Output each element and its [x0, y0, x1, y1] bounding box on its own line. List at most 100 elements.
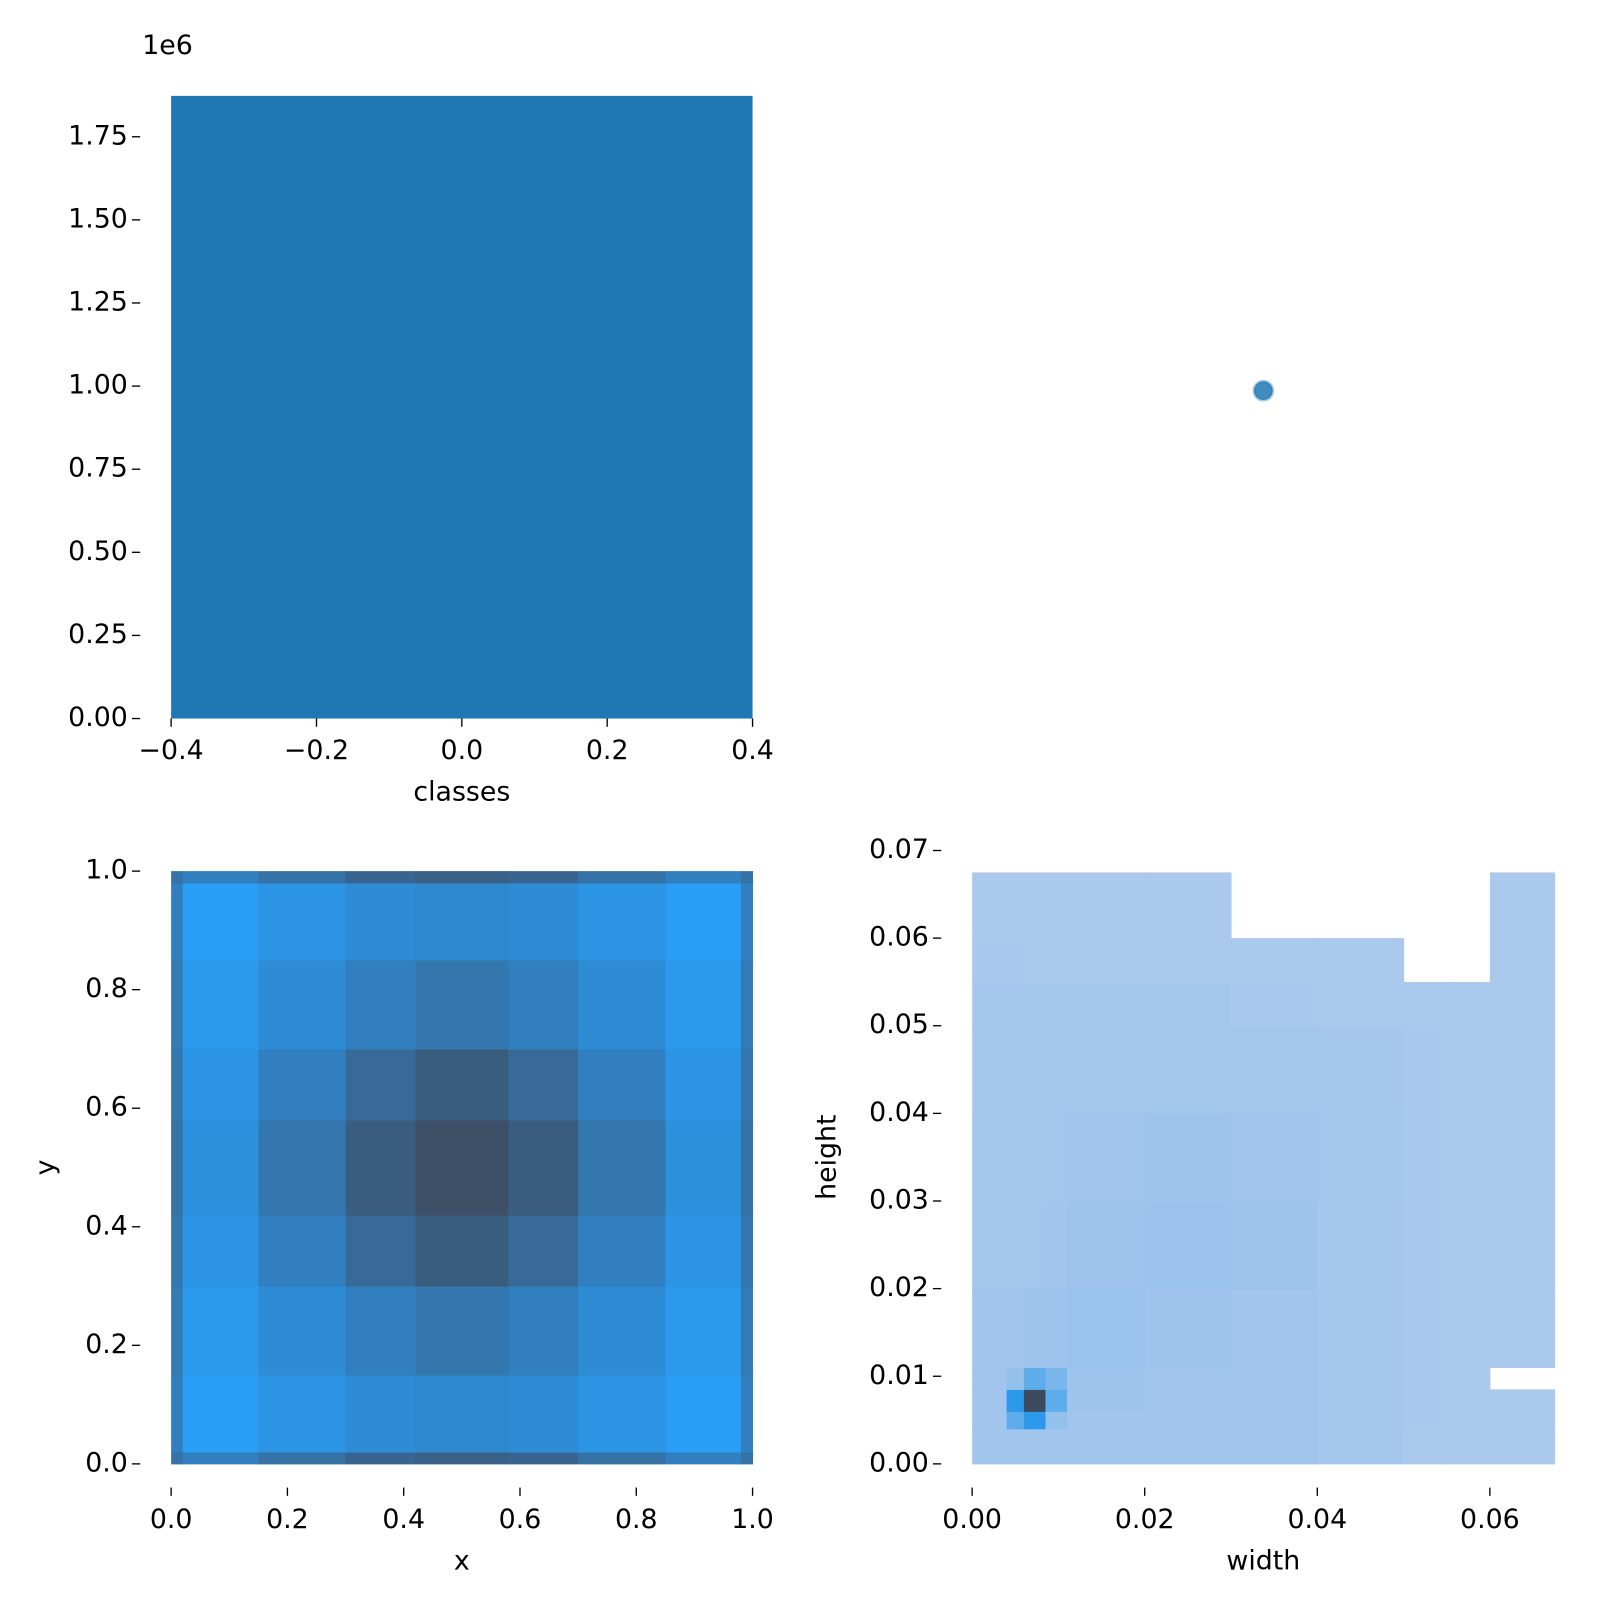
- heatmap-cell: [1144, 1288, 1232, 1369]
- heatmap-cell: [1006, 1200, 1025, 1290]
- heatmap-cell: [1067, 1025, 1146, 1114]
- heatmap-cell: [1006, 872, 1025, 939]
- heatmap-cell: [972, 938, 1008, 983]
- y-tick-label: 0.07: [869, 834, 929, 865]
- y-tick-label: 0.02: [869, 1272, 929, 1303]
- heatmap-cell: [665, 1452, 742, 1465]
- heatmap-cell: [665, 960, 742, 1050]
- heatmap-cell: [1023, 1367, 1047, 1390]
- heatmap-cell: [665, 1374, 742, 1453]
- heatmap-cell: [345, 1452, 416, 1465]
- heatmap-cell: [415, 871, 509, 884]
- heatmap-cell: [972, 1411, 1008, 1430]
- heatmap-cell: [1067, 1288, 1146, 1369]
- heatmap-cell: [508, 882, 579, 961]
- x-tick-label: 0.2: [586, 735, 629, 766]
- heatmap-cell: [415, 1374, 509, 1453]
- x-tick-label: −0.4: [139, 735, 204, 766]
- heatmap-cell: [740, 960, 754, 1050]
- heatmap-cell: [1403, 1389, 1448, 1412]
- heatmap-cell: [1489, 872, 1556, 939]
- heatmap-cell: [1006, 1288, 1025, 1369]
- heatmap-cell: [345, 871, 416, 884]
- heatmap-cell: [740, 1214, 754, 1287]
- heatmap-cell: [171, 1214, 184, 1287]
- heatmap-cell: [1317, 1025, 1405, 1114]
- heatmap-cell: [1006, 1367, 1025, 1390]
- heatmap-cell: [182, 882, 259, 961]
- y-axis-label: height: [811, 1114, 842, 1199]
- heatmap-cell: [1489, 1113, 1556, 1202]
- heatmap-cell: [578, 1374, 666, 1453]
- y-tick-label: 0.6: [85, 1092, 128, 1123]
- heatmap-cell: [1446, 1428, 1491, 1465]
- heatmap-cell: [1317, 1411, 1405, 1430]
- heatmap-cell: [1023, 938, 1047, 983]
- heatmap-cell: [1144, 1025, 1232, 1114]
- heatmap-cell: [740, 1374, 754, 1453]
- heatmap-cell: [1404, 938, 1448, 982]
- heatmap-cell: [1006, 1389, 1025, 1412]
- heatmap-cell: [1144, 1411, 1232, 1430]
- heatmap-cell: [972, 1288, 1008, 1369]
- heatmap-cell: [1231, 1025, 1318, 1114]
- heatmap-cell: [1317, 1367, 1405, 1390]
- heatmap-cell: [345, 882, 416, 961]
- heatmap-cell: [182, 1214, 259, 1287]
- heatmap-cell: [1231, 1113, 1318, 1202]
- heatmap-cell: [578, 960, 666, 1050]
- heatmap-cell: [508, 1374, 579, 1453]
- x-tick-label: 0.00: [942, 1504, 1002, 1535]
- heatmap-cell: [182, 1048, 259, 1121]
- heatmap-cell: [1006, 981, 1025, 1027]
- x-tick-label: 0.8: [615, 1504, 658, 1535]
- y-tick-label: 0.50: [68, 536, 128, 567]
- heatmap-cell: [972, 1025, 1008, 1114]
- heatmap-cell: [1023, 1025, 1047, 1114]
- heatmap-cell: [1317, 981, 1405, 1027]
- heatmap-cell: [1144, 872, 1232, 939]
- heatmap-cell: [1067, 1113, 1146, 1202]
- heatmap-cell: [1023, 1428, 1047, 1465]
- heatmap-cell: [345, 1374, 416, 1453]
- y-tick-label: 0.00: [68, 702, 128, 733]
- heatmap-cell: [171, 1286, 184, 1376]
- x-tick-label: 0.4: [382, 1504, 425, 1535]
- heatmap-cell: [508, 871, 579, 884]
- heatmap-cell: [578, 882, 666, 961]
- heatmap-cell: [345, 1214, 416, 1287]
- x-tick-label: 0.06: [1460, 1504, 1520, 1535]
- heatmap-cell: [1067, 1367, 1146, 1390]
- heatmap-cell: [578, 1452, 666, 1465]
- heatmap-cell: [345, 960, 416, 1050]
- heatmap-cell: [171, 1452, 184, 1465]
- heatmap-cell: [1231, 872, 1318, 938]
- heatmap-cell: [578, 1286, 666, 1376]
- y-tick-label: 0.06: [869, 922, 929, 953]
- scatter-point: [1252, 379, 1275, 402]
- heatmap-cell: [1489, 938, 1556, 983]
- heatmap-cell: [1067, 1389, 1146, 1412]
- y-tick-label: 0.0: [85, 1447, 128, 1478]
- heatmap-cell: [258, 1120, 347, 1216]
- heatmap-cell: [1067, 1200, 1146, 1290]
- y-tick-label: 0.2: [85, 1329, 128, 1360]
- heatmap-cell: [258, 882, 347, 961]
- heatmap-cell: [182, 1286, 259, 1376]
- heatmap-cell: [665, 871, 742, 884]
- heatmap-cell: [258, 1214, 347, 1287]
- heatmap-cell: [740, 1286, 754, 1376]
- heatmap-cell: [1144, 1113, 1232, 1202]
- heatmap-cell: [578, 1214, 666, 1287]
- heatmap-cell: [1045, 981, 1068, 1027]
- x-tick-label: 1.0: [731, 1504, 774, 1535]
- heatmap-cell: [665, 1286, 742, 1376]
- heatmap-cell: [415, 1286, 509, 1376]
- heatmap-cell: [508, 1214, 579, 1287]
- y-tick-label: 0.05: [869, 1009, 929, 1040]
- heatmap-cell: [1006, 1428, 1025, 1465]
- heatmap-cell: [972, 1389, 1008, 1412]
- y-tick-label: 0.25: [68, 619, 128, 650]
- heatmap-cell: [1023, 1200, 1047, 1290]
- heatmap-cell: [578, 1048, 666, 1121]
